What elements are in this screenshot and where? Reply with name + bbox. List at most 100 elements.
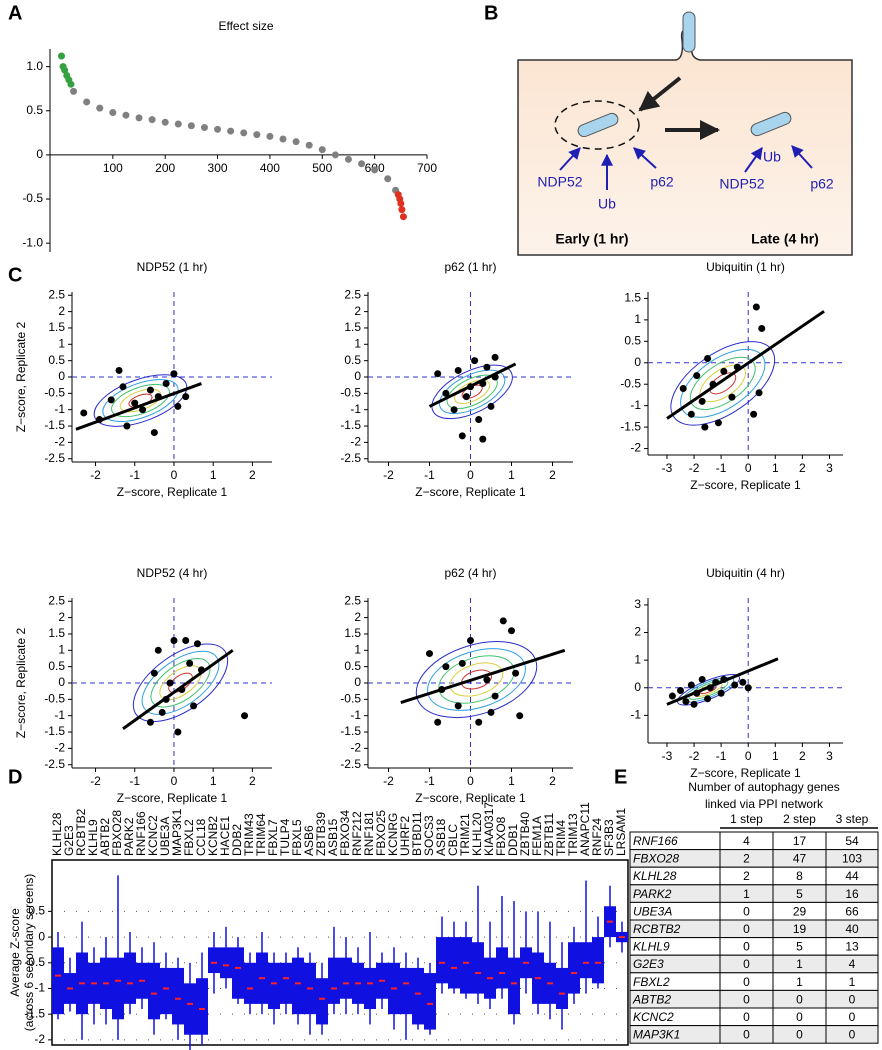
diagram-caption: Late (4 hr) <box>751 231 819 247</box>
y-tick-label: 0 <box>38 929 45 943</box>
y-tick-label: 0.5 <box>344 659 361 673</box>
y-tick-label: -0.5 <box>44 692 65 706</box>
x-axis-label: Z−score, Replicate 1 <box>690 766 801 780</box>
point <box>454 366 462 374</box>
x-tick-label: -2 <box>689 749 700 763</box>
box <box>328 957 340 1004</box>
x-tick-label: 0 <box>745 749 752 763</box>
point <box>698 675 706 683</box>
y-tick-label: 2 <box>58 610 65 624</box>
column-header: 3 step <box>836 812 869 826</box>
point <box>174 728 182 736</box>
point <box>499 617 507 625</box>
point <box>96 104 104 112</box>
x-tick-label: -2 <box>383 468 394 482</box>
point <box>131 399 139 407</box>
box <box>460 937 472 994</box>
x-tick-label: 0 <box>467 774 474 788</box>
x-tick-label: 200 <box>155 161 175 175</box>
diagram-label: Ub <box>763 149 781 165</box>
y-tick-label: 1 <box>634 652 641 666</box>
box <box>148 962 160 1020</box>
x-tick-label: 3 <box>826 749 833 763</box>
y-tick-label: -2 <box>350 435 361 449</box>
table-cell: 44 <box>845 869 859 883</box>
point <box>107 396 115 404</box>
row-header: KCNC2 <box>633 1010 674 1024</box>
box <box>220 947 232 979</box>
arrow <box>638 76 682 112</box>
x-tick-label: 1 <box>210 774 217 788</box>
diagram-label: NDP52 <box>719 176 764 192</box>
box <box>172 967 184 1025</box>
x-tick-label: UBE3A <box>158 817 172 856</box>
table-cell: 0 <box>796 992 803 1006</box>
point <box>170 370 178 378</box>
table-cell: 1 <box>796 975 803 989</box>
fit-line <box>666 310 825 420</box>
point <box>508 627 515 635</box>
box <box>496 947 508 989</box>
x-tick-label: FBXO25 <box>374 810 388 856</box>
y-tick-label: 0 <box>354 675 361 689</box>
x-tick-label: KCNC2 <box>146 815 160 856</box>
y-tick-label: -2 <box>350 741 361 755</box>
table-cell: 4 <box>743 834 750 848</box>
point <box>253 131 261 139</box>
point <box>731 681 739 689</box>
point <box>426 650 433 658</box>
point <box>462 393 470 401</box>
table-cell: 2 <box>743 869 750 883</box>
point <box>187 122 195 130</box>
x-tick-label: SF3B3 <box>602 819 616 856</box>
point <box>677 687 684 695</box>
fit-line <box>122 649 234 730</box>
x-axis-label: Z−score, Replicate 1 <box>117 485 228 499</box>
y-tick-label: -2.5 <box>340 451 361 465</box>
box <box>316 978 328 1025</box>
x-tick-label: -1 <box>716 749 727 763</box>
point <box>701 423 709 431</box>
point <box>182 393 190 401</box>
y-tick-label: 0.5 <box>26 103 43 117</box>
y-tick-label: 2.5 <box>48 287 65 301</box>
x-tick-label: FBXL2 <box>182 819 196 856</box>
x-tick-label: -2 <box>689 461 700 475</box>
contour <box>680 348 766 418</box>
table-cell: 47 <box>793 852 807 866</box>
x-axis-label: Z−score, Replicate 1 <box>415 485 526 499</box>
point <box>491 692 499 700</box>
point <box>720 367 728 375</box>
point <box>399 213 407 221</box>
contour <box>111 383 170 418</box>
table-title: linked via PPI network <box>705 797 824 811</box>
box <box>112 957 124 1020</box>
box <box>268 962 280 1010</box>
point <box>442 389 450 397</box>
y-tick-label: 2.5 <box>344 287 361 301</box>
point <box>434 370 442 378</box>
x-tick-label: FBXO34 <box>338 810 352 856</box>
fit-line <box>428 362 517 408</box>
row-header: RNF166 <box>633 834 678 848</box>
chart-title: Ubiquitin (1 hr) <box>706 260 785 274</box>
x-tick-label: KLHL20 <box>470 812 484 856</box>
point <box>744 684 752 692</box>
x-tick-label: 2 <box>249 468 256 482</box>
y-tick-label: -0.5 <box>44 386 65 400</box>
y-tick-label: -0.5 <box>340 386 361 400</box>
y-tick-label: 0 <box>58 675 65 689</box>
y-tick-label: -0.5 <box>22 191 43 205</box>
table-cell: 1 <box>796 957 803 971</box>
point <box>483 363 491 371</box>
table-cell: 0 <box>743 922 750 936</box>
column-header: 2 step <box>783 812 816 826</box>
x-tick-label: ZBTB11 <box>542 813 556 856</box>
x-tick-label: PARK2 <box>122 817 136 856</box>
box <box>580 942 592 979</box>
y-tick-label: -1.0 <box>22 235 43 249</box>
arrow <box>633 147 657 169</box>
y-tick-label: 2.5 <box>344 593 361 607</box>
point <box>458 659 466 667</box>
x-tick-label: -3 <box>662 749 673 763</box>
